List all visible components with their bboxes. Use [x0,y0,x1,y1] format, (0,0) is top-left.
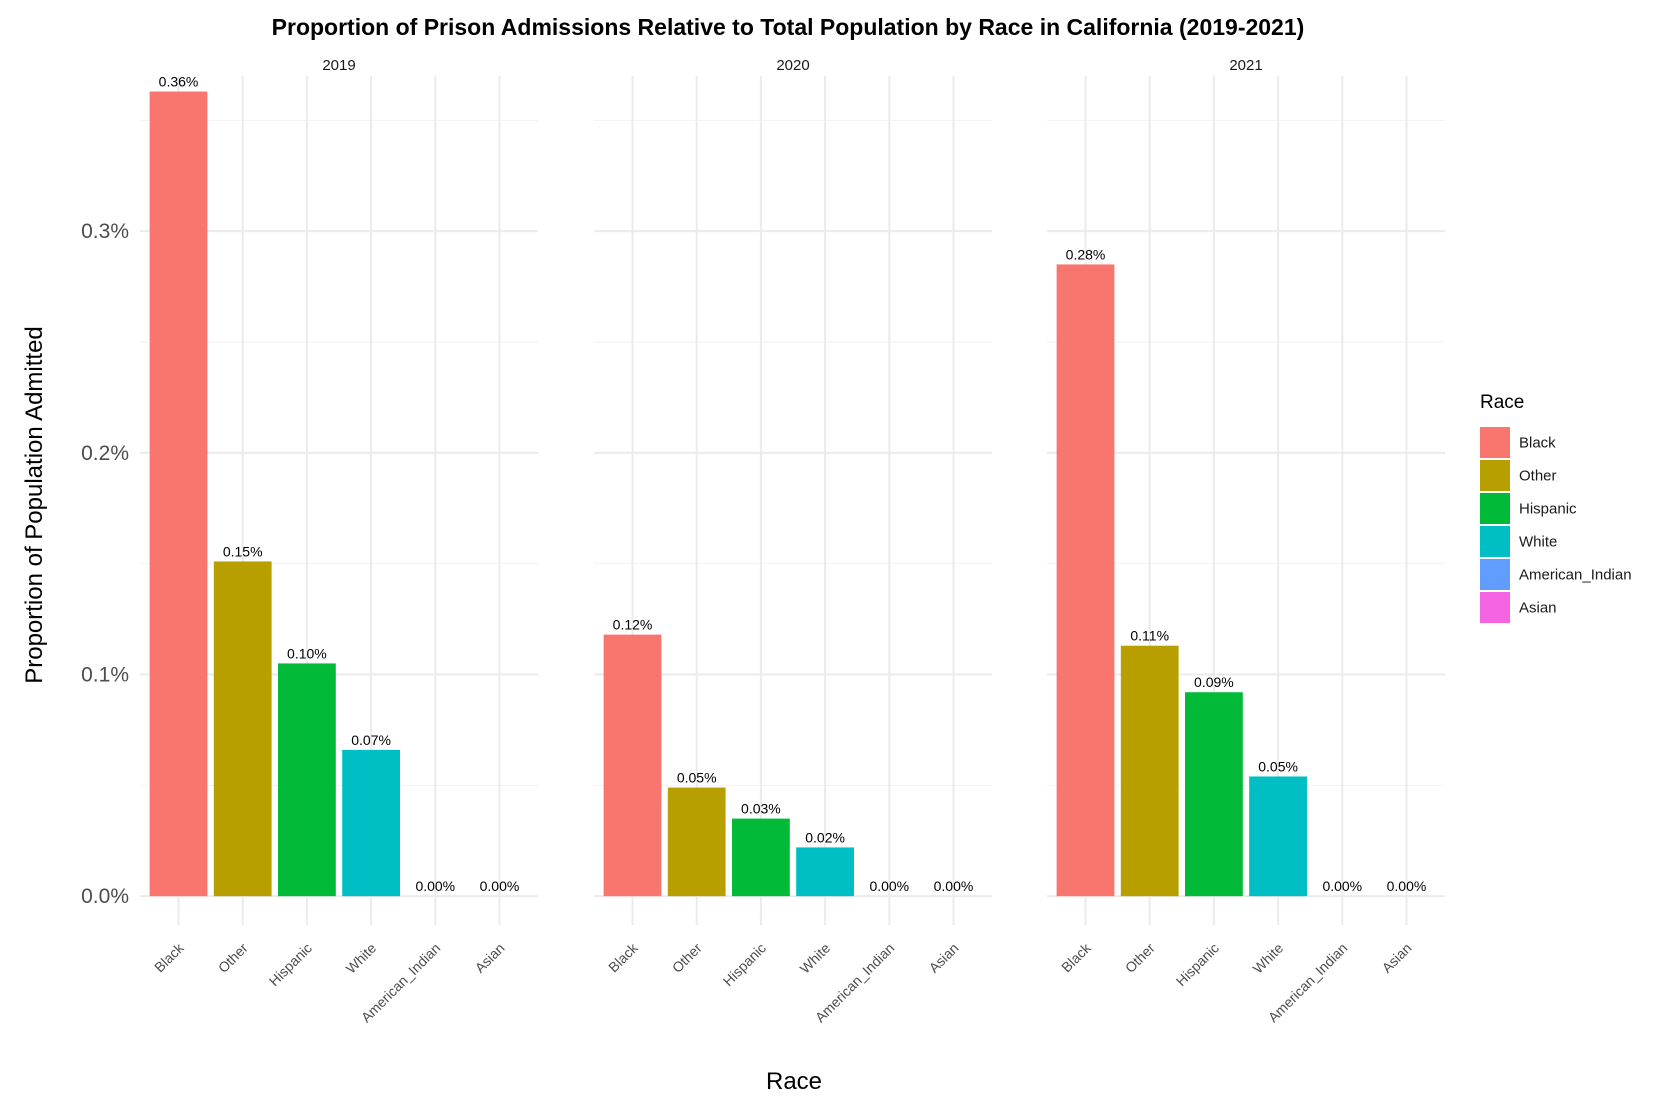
data-label-2019-black: 0.36% [159,74,199,90]
legend-swatch-white [1480,526,1510,557]
bar-2019-hispanic [278,663,336,897]
legend-swatch-asian [1480,592,1510,623]
x-tick-label: Black [605,939,641,975]
bar-2021-hispanic [1185,692,1243,897]
facet-panel-2021: 2021 0.28% Black 0.11% Other 0.09% Hispanic 0.0… [1047,57,1445,1025]
data-label-2019-hispanic: 0.10% [287,645,327,661]
bar-2019-white [342,749,400,897]
y-tick-label: 0.2% [81,442,129,465]
data-label-2019-american-indian: 0.00% [415,878,455,894]
legend-label-black: Black [1519,435,1556,452]
facet-label-2021: 2021 [1229,57,1262,74]
facets-layer: 0.0% 0.1% 0.2% 0.3% 2019 0.36% Black 0.15% Other… [81,57,1445,1025]
facet-panel-2019: 2019 0.36% Black 0.15% Other 0.10% Hispanic 0.0… [140,57,538,1025]
legend-label-asian: Asian [1519,600,1557,617]
x-tick-label: Other [215,940,251,976]
legend-label-hispanic: Hispanic [1519,501,1577,518]
bar-2021-black [1056,264,1115,897]
legend-swatch-american-indian [1480,559,1510,590]
bar-2020-black [603,634,662,897]
bar-2020-other [667,787,726,897]
x-tick-label: Asian [926,940,962,976]
x-tick-label: Asian [1379,940,1415,976]
legend-label-american-indian: American_Indian [1519,567,1632,584]
x-tick-label: Other [1122,940,1158,976]
y-tick-label: 0.3% [81,220,129,243]
legend-swatch-other [1480,460,1510,491]
data-label-2021-white: 0.05% [1258,758,1298,774]
facet-panel-2020: 2020 0.12% Black 0.05% Other 0.03% Hispanic 0.0… [594,57,992,1025]
data-label-2021-hispanic: 0.09% [1194,674,1234,690]
x-tick-label: White [1250,940,1287,977]
x-tick-label: White [797,940,834,977]
data-label-2020-white: 0.02% [805,829,845,845]
x-tick-label: Black [151,939,187,975]
data-label-2021-american-indian: 0.00% [1322,878,1362,894]
data-label-2021-black: 0.28% [1066,246,1106,262]
legend-label-other: Other [1519,468,1557,485]
data-label-2021-asian: 0.00% [1387,878,1427,894]
x-tick-label: Black [1058,939,1094,975]
legend-swatch-hispanic [1480,493,1510,524]
y-tick-label: 0.0% [81,885,129,908]
x-tick-label: Hispanic [266,940,315,989]
data-label-2020-american-indian: 0.00% [869,878,909,894]
x-tick-label: Asian [472,940,508,976]
x-tick-label: Hispanic [1173,940,1222,989]
bar-2021-other [1120,645,1179,897]
data-label-2020-other: 0.05% [677,770,717,786]
facet-label-2019: 2019 [322,57,355,74]
bar-2019-other [213,561,272,897]
bar-2021-white [1249,776,1307,897]
legend-title: Race [1480,392,1524,413]
data-label-2019-white: 0.07% [351,732,391,748]
data-label-2020-asian: 0.00% [934,878,974,894]
x-tick-label: Hispanic [720,940,769,989]
x-tick-label: White [343,940,380,977]
legend: Race Black Other Hispanic White American_Ind… [1480,392,1632,623]
data-label-2020-hispanic: 0.03% [741,801,781,817]
data-label-2020-black: 0.12% [613,617,653,633]
chart-title: Proportion of Prison Admissions Relative… [272,14,1305,40]
x-axis-label: Race [766,1068,822,1095]
data-label-2019-other: 0.15% [223,543,263,559]
bar-2019-black [149,91,208,897]
data-label-2019-asian: 0.00% [480,878,520,894]
y-tick-label: 0.1% [81,664,129,687]
legend-swatch-black [1480,427,1510,458]
bar-2020-white [796,847,854,897]
facet-label-2020: 2020 [776,57,809,74]
y-axis-label: Proportion of Population Admitted [21,326,48,684]
data-label-2021-other: 0.11% [1130,628,1169,644]
bar-2020-hispanic [732,818,790,897]
x-tick-label: Other [669,940,705,976]
legend-label-white: White [1519,534,1557,551]
